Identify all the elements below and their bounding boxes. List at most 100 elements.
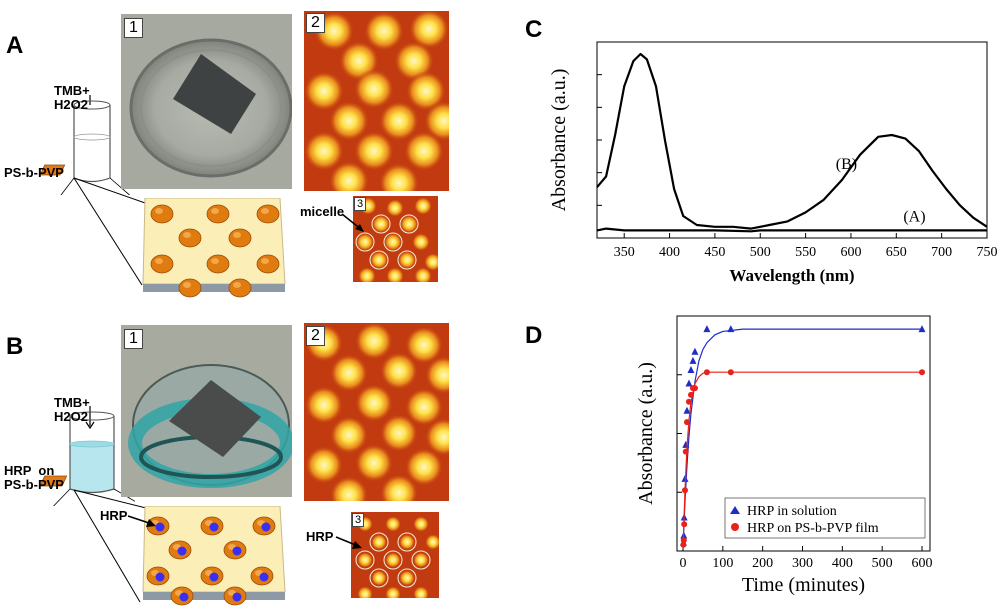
micelle-dot: [256, 254, 280, 274]
micelle-arrow: [341, 213, 364, 232]
chart-c-series-label-b: (B): [836, 156, 857, 173]
hrp-arrow-schematic: [127, 515, 156, 527]
hrp-dot: [259, 572, 269, 582]
legend-marker-film: [731, 523, 739, 531]
panel-label-a: A: [6, 32, 24, 59]
photo-b1: [121, 325, 292, 497]
chart-d-fit-0: [682, 328, 922, 548]
chart-c-x-tick-label: 350: [614, 245, 635, 260]
panel-label-c: C: [525, 16, 543, 43]
chart-c-x-tick-label: 550: [795, 245, 816, 260]
chart-d-point-solution: [703, 325, 711, 333]
zoom-lines-a: [73, 177, 149, 286]
hrp-label-schematic: HRP: [100, 508, 128, 523]
chart-d-point-film: [680, 537, 687, 544]
chart-d-x-tick-label: 500: [872, 556, 893, 571]
micelle-dot: [256, 204, 280, 224]
hrp-dot: [179, 592, 189, 602]
micelle-dot: [150, 254, 174, 274]
chart-c-x-tick-label: 750: [977, 245, 998, 260]
hrp-dot: [177, 546, 187, 556]
hrp-label-afm: HRP: [306, 529, 334, 544]
image-number-b1: 1: [124, 329, 143, 349]
legend-marker-solution: [730, 506, 740, 514]
beaker-schematic-b: [40, 406, 135, 506]
chart-c-x-tick-label: 400: [659, 245, 680, 260]
chart-c-x-tick-label: 500: [750, 245, 771, 260]
chart-c-series-a: [596, 227, 987, 233]
chart-d-point-solution: [691, 347, 699, 355]
micelle-dot: [150, 204, 174, 224]
chart-d-xlabel: Time (minutes): [742, 574, 865, 596]
chart-d-point-film: [703, 369, 710, 376]
micelle-dot: [228, 278, 252, 298]
chart-d-point-film: [687, 391, 694, 398]
chart-d-point-film: [682, 448, 689, 455]
chart-d-point-solution: [685, 379, 693, 387]
micelle-label: micelle: [300, 204, 345, 219]
reagent-label-b: TMB+ H2O2: [54, 395, 90, 424]
hrp-dot: [232, 592, 242, 602]
micelle-dot: [206, 254, 230, 274]
afm-image-b2: [304, 323, 449, 501]
chart-d-point-film: [685, 398, 692, 405]
afm-image-a2: [304, 11, 449, 191]
chart-c: 350 400 450 500 550 600 650 700 750 Wavelength (n…: [548, 41, 998, 285]
chart-d-x-tick-label: 200: [752, 556, 773, 571]
film-schematic-b: [142, 506, 286, 606]
chart-c-x-tick-label: 450: [704, 245, 725, 260]
chart-d-point-solution: [683, 406, 691, 414]
micelle-dot: [178, 228, 202, 248]
chart-c-series-label-a: (A): [903, 208, 925, 225]
micelle-dot: [228, 228, 252, 248]
chart-c-x-tick-label: 650: [886, 245, 907, 260]
reagent-label-a: TMB+ H2O2: [54, 83, 90, 112]
hrp-dot: [261, 522, 271, 532]
hrp-dot: [155, 572, 165, 582]
chart-d-point-solution: [689, 356, 697, 364]
image-number-a3: 3: [354, 197, 367, 211]
chart-d-point-film: [681, 521, 688, 528]
chart-d-point-solution: [918, 325, 926, 333]
film-label-b: HRP on PS-b-PVP: [4, 463, 64, 492]
chart-d-point-solution: [727, 325, 735, 333]
chart-d-point-film: [919, 369, 926, 376]
hrp-dot: [209, 572, 219, 582]
chart-d-point-film: [727, 369, 734, 376]
chart-d-ylabel: Absorbance (a.u.): [635, 362, 657, 505]
film-schematic-a: [142, 198, 286, 298]
image-number-a2: 2: [306, 13, 325, 33]
chart-c-x-tick-label: 600: [840, 245, 861, 260]
chart-d-x-tick-label: 300: [792, 556, 813, 571]
chart-c-frame: [596, 41, 988, 239]
afm-image-b3: [351, 512, 439, 598]
chart-c-x-tick-label: 700: [931, 245, 952, 260]
hrp-dot: [232, 546, 242, 556]
chart-d-x-tick-label: 400: [832, 556, 853, 571]
film-label-a: PS-b-PVP: [4, 165, 64, 180]
photo-a1: [121, 14, 292, 189]
chart-d-x-tick-label: 600: [912, 556, 933, 571]
chart-d-point-film: [683, 419, 690, 426]
chart-d: 0 100 200 300 400 500 600 Time (minutes) Absorba…: [635, 315, 933, 596]
chart-c-ylabel: Absorbance (a.u.): [548, 69, 570, 212]
afm-image-a3: [353, 196, 438, 282]
image-number-b3: 3: [352, 513, 365, 527]
hrp-dot: [155, 522, 165, 532]
legend-label: HRP in solution: [747, 504, 837, 519]
zoom-lines-b: [73, 489, 147, 603]
legend-label: HRP on PS-b-PVP film: [747, 521, 879, 536]
chart-c-series-b: [596, 52, 988, 230]
chart-c-xlabel: Wavelength (nm): [729, 266, 854, 285]
panel-label-b: B: [6, 333, 24, 360]
image-number-a1: 1: [124, 18, 143, 38]
chart-d-legend: [724, 497, 926, 539]
micelle-dot: [178, 278, 202, 298]
chart-d-x-tick-label: 0: [680, 556, 687, 571]
chart-d-point-film: [691, 385, 698, 392]
chart-d-point-film: [680, 541, 687, 548]
panel-label-d: D: [525, 322, 543, 349]
chart-d-point-film: [681, 487, 688, 494]
hrp-arrow-afm: [335, 536, 362, 549]
image-number-b2: 2: [306, 326, 325, 346]
